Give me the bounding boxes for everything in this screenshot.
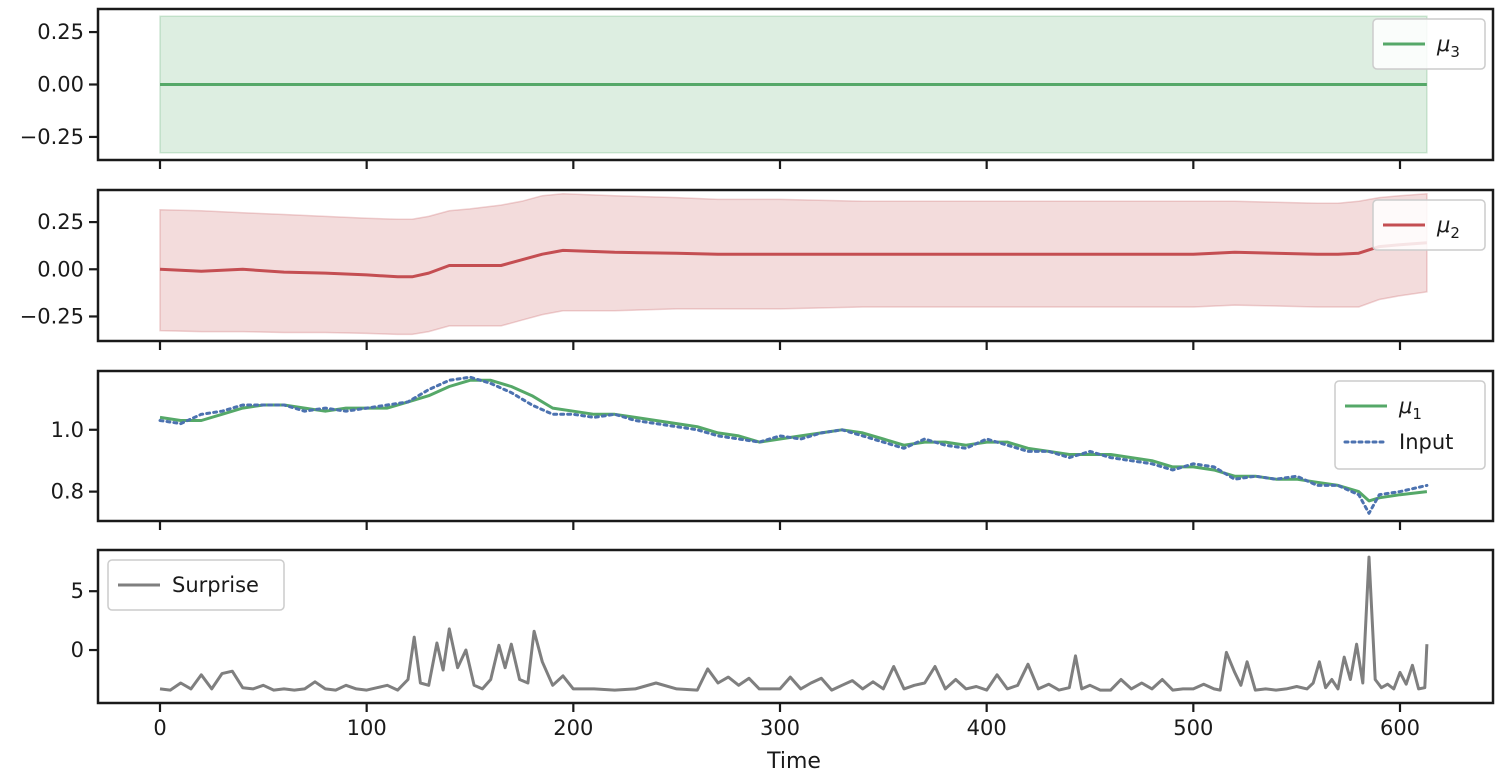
panel-mu1: 1.0 0.8 μ1 Input — [51, 369, 1495, 530]
plot-area — [158, 375, 1429, 515]
series-line-mu1 — [159, 378, 1428, 503]
series-line-surprise — [159, 555, 1429, 692]
x-axis-title: Time — [766, 749, 821, 774]
x-tick-label: 500 — [1173, 716, 1213, 740]
x-tick-label: 200 — [553, 716, 593, 740]
legend-label: μ2 — [1436, 213, 1460, 242]
y-tick-label: 5 — [71, 579, 84, 603]
x-axis-label: Time — [766, 749, 821, 774]
x-tick-label: 0 — [153, 716, 166, 740]
legend-label: Surprise — [172, 573, 259, 597]
axes-frame — [96, 369, 1495, 523]
series-line-input — [158, 375, 1429, 515]
legend-label: μ1 — [1398, 394, 1422, 423]
axes-frame — [96, 188, 1495, 343]
legend-box — [1372, 199, 1486, 251]
y-tick-label: −0.25 — [20, 125, 84, 149]
y-tick-label: 0.00 — [37, 73, 84, 97]
legend-box — [1372, 18, 1486, 70]
y-tick-label: 0.25 — [37, 210, 84, 234]
x-tick-label: 400 — [967, 716, 1007, 740]
series-line-mu2 — [159, 241, 1428, 279]
x-tick-label: 600 — [1380, 716, 1420, 740]
axes-frame — [96, 548, 1495, 705]
y-tick-label: 0.8 — [51, 480, 84, 504]
legend-label: μ3 — [1436, 32, 1460, 61]
legend: μ3 — [1372, 18, 1486, 70]
plot-area — [159, 555, 1429, 692]
legend: μ1 Input — [1334, 380, 1486, 470]
plot-area — [159, 192, 1428, 336]
y-tick-label: 0.00 — [37, 257, 84, 281]
legend-box — [107, 559, 285, 611]
y-tick-label: 1.0 — [51, 418, 84, 442]
legend-box — [1334, 380, 1486, 470]
plot-area — [159, 15, 1428, 154]
y-tick-label: 0.25 — [37, 20, 84, 44]
panel-mu2: 0.25 0.00 −0.25 μ2 — [20, 188, 1495, 350]
confidence-band-mu2 — [159, 192, 1428, 336]
panel-mu3: 0.25 0.00 −0.25 μ3 — [20, 7, 1495, 169]
y-tick-label: −0.25 — [20, 304, 84, 328]
x-tick-label: 300 — [760, 716, 800, 740]
y-tick-label: 0 — [71, 638, 84, 662]
x-tick-label: 100 — [347, 716, 387, 740]
legend-label: Input — [1399, 430, 1453, 454]
legend: Surprise — [107, 559, 285, 611]
legend: μ2 — [1372, 199, 1486, 251]
